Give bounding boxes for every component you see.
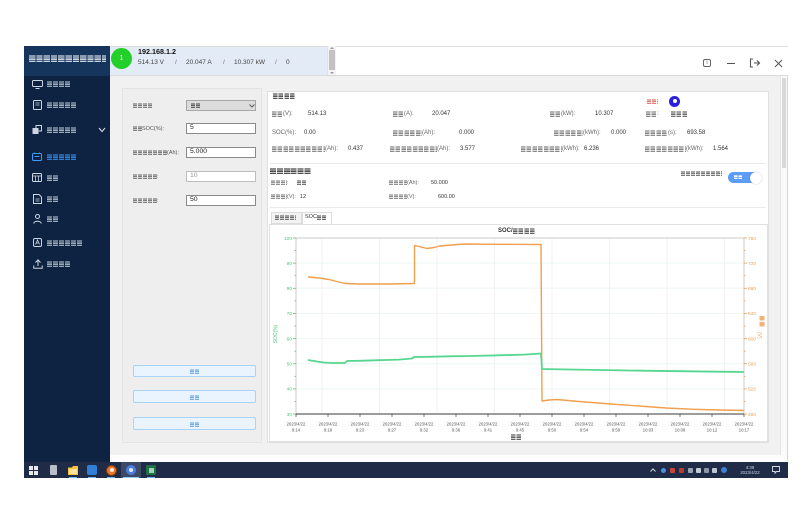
svg-text:9:59: 9:59: [612, 428, 621, 433]
svg-text:100: 100: [284, 236, 292, 242]
svg-text:10:17: 10:17: [739, 428, 750, 433]
svg-text:9:32: 9:32: [420, 428, 429, 433]
svg-text:600: 600: [748, 336, 756, 342]
svg-text:560: 560: [748, 362, 756, 368]
svg-text:9:27: 9:27: [388, 428, 397, 433]
svg-text:9:23: 9:23: [356, 428, 365, 433]
svg-text:9:18: 9:18: [324, 428, 333, 433]
svg-text:2023/4/22: 2023/4/22: [479, 422, 498, 427]
svg-text:10:12: 10:12: [707, 428, 718, 433]
svg-text:2023/4/22: 2023/4/22: [703, 422, 722, 427]
svg-text:40: 40: [287, 387, 293, 393]
svg-text:2023/4/22: 2023/4/22: [607, 422, 626, 427]
svg-text:2023/4/22: 2023/4/22: [511, 422, 530, 427]
svg-text:30: 30: [287, 412, 293, 418]
svg-text:2023/4/22: 2023/4/22: [447, 422, 466, 427]
svg-text:9:41: 9:41: [484, 428, 493, 433]
svg-text:10:08: 10:08: [675, 428, 686, 433]
svg-text:2023/4/22: 2023/4/22: [639, 422, 658, 427]
svg-text:90: 90: [287, 261, 293, 267]
svg-text:9:14: 9:14: [292, 428, 301, 433]
svg-text:SOC(%): SOC(%): [273, 324, 279, 343]
svg-text:80: 80: [287, 286, 293, 292]
svg-text:2023/4/22: 2023/4/22: [671, 422, 690, 427]
svg-text:9:54: 9:54: [580, 428, 589, 433]
svg-text:9:50: 9:50: [548, 428, 557, 433]
svg-text:60: 60: [287, 336, 293, 342]
svg-text:2023/4/22: 2023/4/22: [735, 422, 754, 427]
svg-text:2023/4/22: 2023/4/22: [287, 422, 306, 427]
svg-text:480: 480: [748, 412, 756, 418]
svg-text:2023/4/22: 2023/4/22: [351, 422, 370, 427]
svg-text:2023/4/22: 2023/4/22: [575, 422, 594, 427]
svg-text:680: 680: [748, 286, 756, 292]
svg-text:50: 50: [287, 362, 293, 368]
svg-text:2023/4/22: 2023/4/22: [319, 422, 338, 427]
svg-text:2023/4/22: 2023/4/22: [383, 422, 402, 427]
svg-text:2023/4/22: 2023/4/22: [543, 422, 562, 427]
svg-text:520: 520: [748, 387, 756, 393]
svg-text:70: 70: [287, 311, 293, 317]
svg-text:(V): (V): [756, 332, 762, 339]
svg-text:9:36: 9:36: [452, 428, 461, 433]
svg-text:9:45: 9:45: [516, 428, 525, 433]
svg-text:640: 640: [748, 311, 756, 317]
svg-text:720: 720: [748, 261, 756, 267]
svg-text:10:03: 10:03: [643, 428, 654, 433]
svg-text:2023/4/22: 2023/4/22: [415, 422, 434, 427]
svg-text:760: 760: [748, 236, 756, 242]
